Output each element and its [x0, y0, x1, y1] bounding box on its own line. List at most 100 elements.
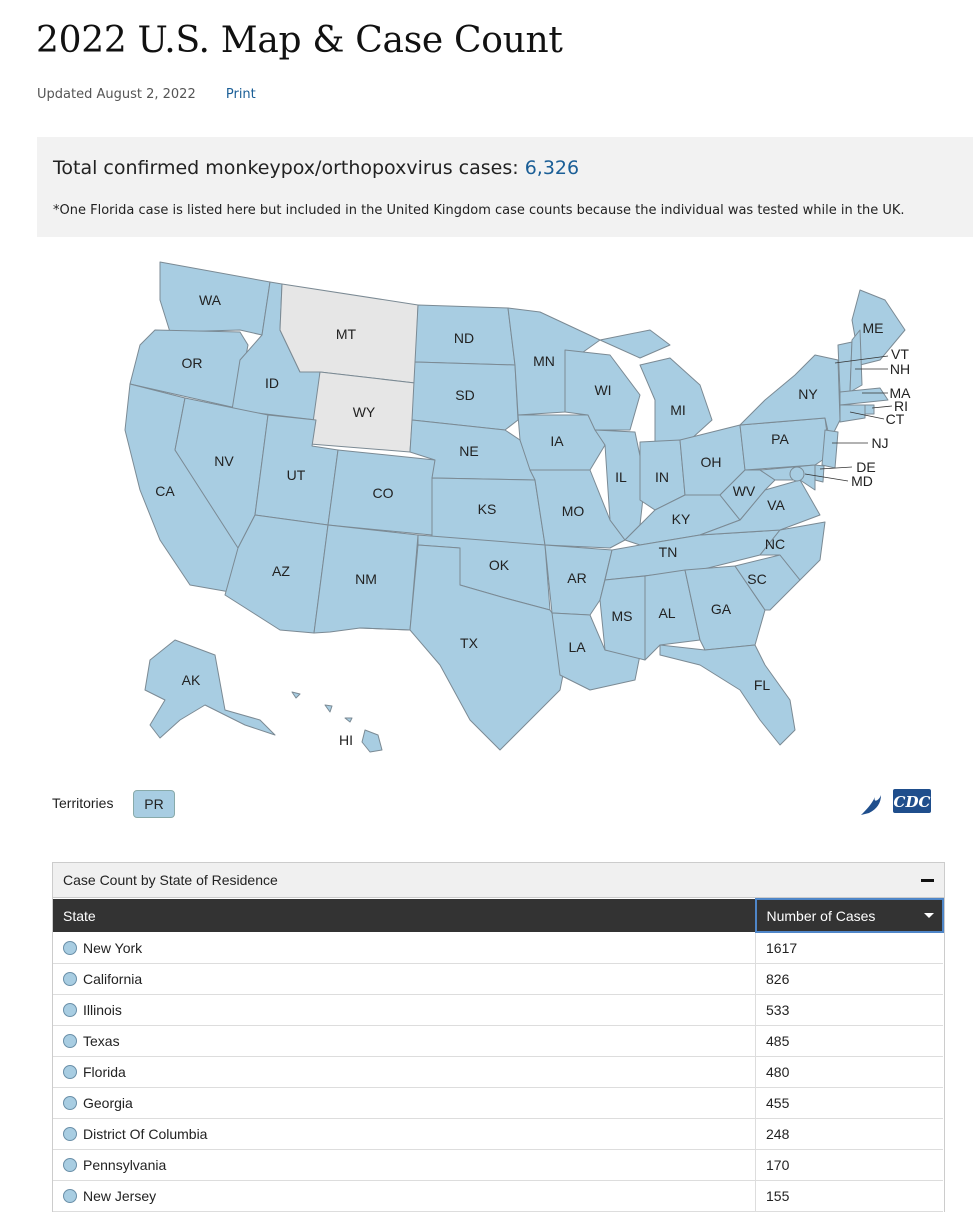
table-row[interactable]: California 826 [53, 963, 943, 995]
state-cell: Texas [53, 1025, 756, 1057]
state-label-MT: MT [336, 326, 357, 342]
state-label-HI: HI [339, 732, 353, 748]
hhs-eagle-icon [861, 795, 881, 815]
state-AL[interactable] [644, 569, 701, 661]
state-label-NY: NY [798, 386, 818, 402]
state-HI[interactable] [291, 691, 383, 753]
legend-dot-icon [63, 1158, 77, 1172]
state-label-UT: UT [287, 467, 306, 483]
legend-dot-icon [63, 1096, 77, 1110]
column-header-cases[interactable]: Number of Cases [754, 898, 944, 933]
state-label-GA: GA [711, 601, 732, 617]
case-count-cell: 480 [755, 1056, 943, 1088]
column-header-cases-label: Number of Cases [766, 907, 876, 924]
state-DC[interactable] [789, 466, 805, 482]
case-count-panel: Case Count by State of Residence State N… [52, 862, 945, 1212]
state-WI[interactable] [564, 349, 641, 431]
state-label-FL: FL [754, 677, 771, 693]
state-AR[interactable] [544, 544, 613, 616]
state-label-WV: WV [733, 483, 756, 499]
state-NH[interactable] [849, 329, 863, 393]
state-NY[interactable] [739, 354, 841, 441]
footnote: *One Florida case is listed here but inc… [53, 203, 905, 218]
legend-dot-icon [63, 1034, 77, 1048]
panel-header[interactable]: Case Count by State of Residence [53, 863, 944, 898]
table-row[interactable]: Texas 485 [53, 1025, 943, 1057]
state-SD[interactable] [411, 361, 519, 431]
case-count-cell: 248 [755, 1118, 943, 1150]
state-label-ID: ID [265, 375, 279, 391]
state-NJ[interactable] [821, 429, 839, 469]
state-label-NV: NV [214, 453, 234, 469]
state-cell: New Jersey [53, 1180, 756, 1212]
state-CT[interactable] [839, 404, 866, 423]
state-label-LA: LA [568, 639, 586, 655]
state-label-WI: WI [594, 382, 611, 398]
state-label-VA: VA [767, 497, 785, 513]
case-count-cell: 485 [755, 1025, 943, 1057]
state-name: New York [83, 939, 143, 956]
state-label-DE: DE [856, 459, 875, 475]
state-label-MO: MO [562, 503, 585, 519]
state-cell: Illinois [53, 994, 756, 1026]
table-row[interactable]: District Of Columbia 248 [53, 1118, 943, 1150]
state-FL[interactable] [659, 644, 796, 746]
state-label-SD: SD [455, 387, 474, 403]
territories-label: Territories [52, 795, 114, 811]
state-LA[interactable] [551, 612, 641, 691]
state-name: Florida [83, 1064, 126, 1080]
state-name: California [83, 971, 143, 987]
state-label-MN: MN [533, 353, 555, 369]
table-row[interactable]: New York 1617 [53, 932, 943, 964]
page-title: 2022 U.S. Map & Case Count [36, 20, 563, 61]
state-MS[interactable] [599, 575, 646, 661]
state-RI[interactable] [864, 404, 875, 415]
legend-dot-icon [63, 1127, 77, 1141]
state-label-NE: NE [459, 443, 478, 459]
state-label-CT: CT [886, 411, 905, 427]
state-label-WY: WY [353, 404, 376, 420]
state-label-OH: OH [701, 454, 722, 470]
state-DE[interactable] [814, 464, 825, 483]
state-label-RI: RI [894, 398, 908, 414]
state-label-CA: CA [155, 483, 175, 499]
state-MO[interactable] [529, 469, 626, 549]
state-label-NH: NH [890, 361, 910, 377]
state-SC[interactable] [734, 554, 801, 611]
callout-line-CT [849, 411, 885, 420]
state-label-OK: OK [489, 557, 510, 573]
total-cases: Total confirmed monkeypox/orthopoxvirus … [53, 157, 579, 179]
panel-title: Case Count by State of Residence [63, 872, 278, 888]
collapse-icon[interactable] [921, 879, 934, 882]
state-MA[interactable] [839, 387, 889, 406]
legend-dot-icon [63, 1003, 77, 1017]
cdc-logo-text: CDC [894, 793, 931, 811]
table-row[interactable]: New Jersey 155 [53, 1180, 943, 1212]
state-AK[interactable] [144, 639, 276, 739]
territory-PR-button[interactable]: PR [133, 790, 175, 818]
state-MI[interactable] [599, 329, 713, 443]
state-label-ND: ND [454, 330, 474, 346]
total-cases-value: 6,326 [524, 157, 580, 179]
updated-date: Updated August 2, 2022 [37, 87, 196, 102]
summary-callout: Total confirmed monkeypox/orthopoxvirus … [37, 137, 973, 237]
table-row[interactable]: Pennsylvania 170 [53, 1149, 943, 1181]
state-label-AR: AR [567, 570, 586, 586]
state-TX[interactable] [359, 544, 571, 751]
state-label-KY: KY [672, 511, 691, 527]
table-row[interactable]: Florida 480 [53, 1056, 943, 1088]
state-name: District Of Columbia [83, 1126, 208, 1142]
column-header-state[interactable]: State [53, 899, 756, 932]
state-label-ME: ME [863, 320, 884, 336]
state-name: Illinois [83, 1002, 122, 1018]
state-label-OR: OR [182, 355, 203, 371]
total-cases-label: Total confirmed monkeypox/orthopoxvirus … [53, 157, 525, 179]
legend-dot-icon [63, 940, 77, 955]
table-row[interactable]: Georgia 455 [53, 1087, 943, 1119]
state-label-AZ: AZ [272, 563, 290, 579]
table-row[interactable]: Illinois 533 [53, 994, 943, 1026]
callout-line-VT [834, 355, 889, 364]
state-ME[interactable] [851, 289, 906, 366]
print-link[interactable]: Print [225, 87, 256, 102]
state-label-IL: IL [615, 469, 627, 485]
